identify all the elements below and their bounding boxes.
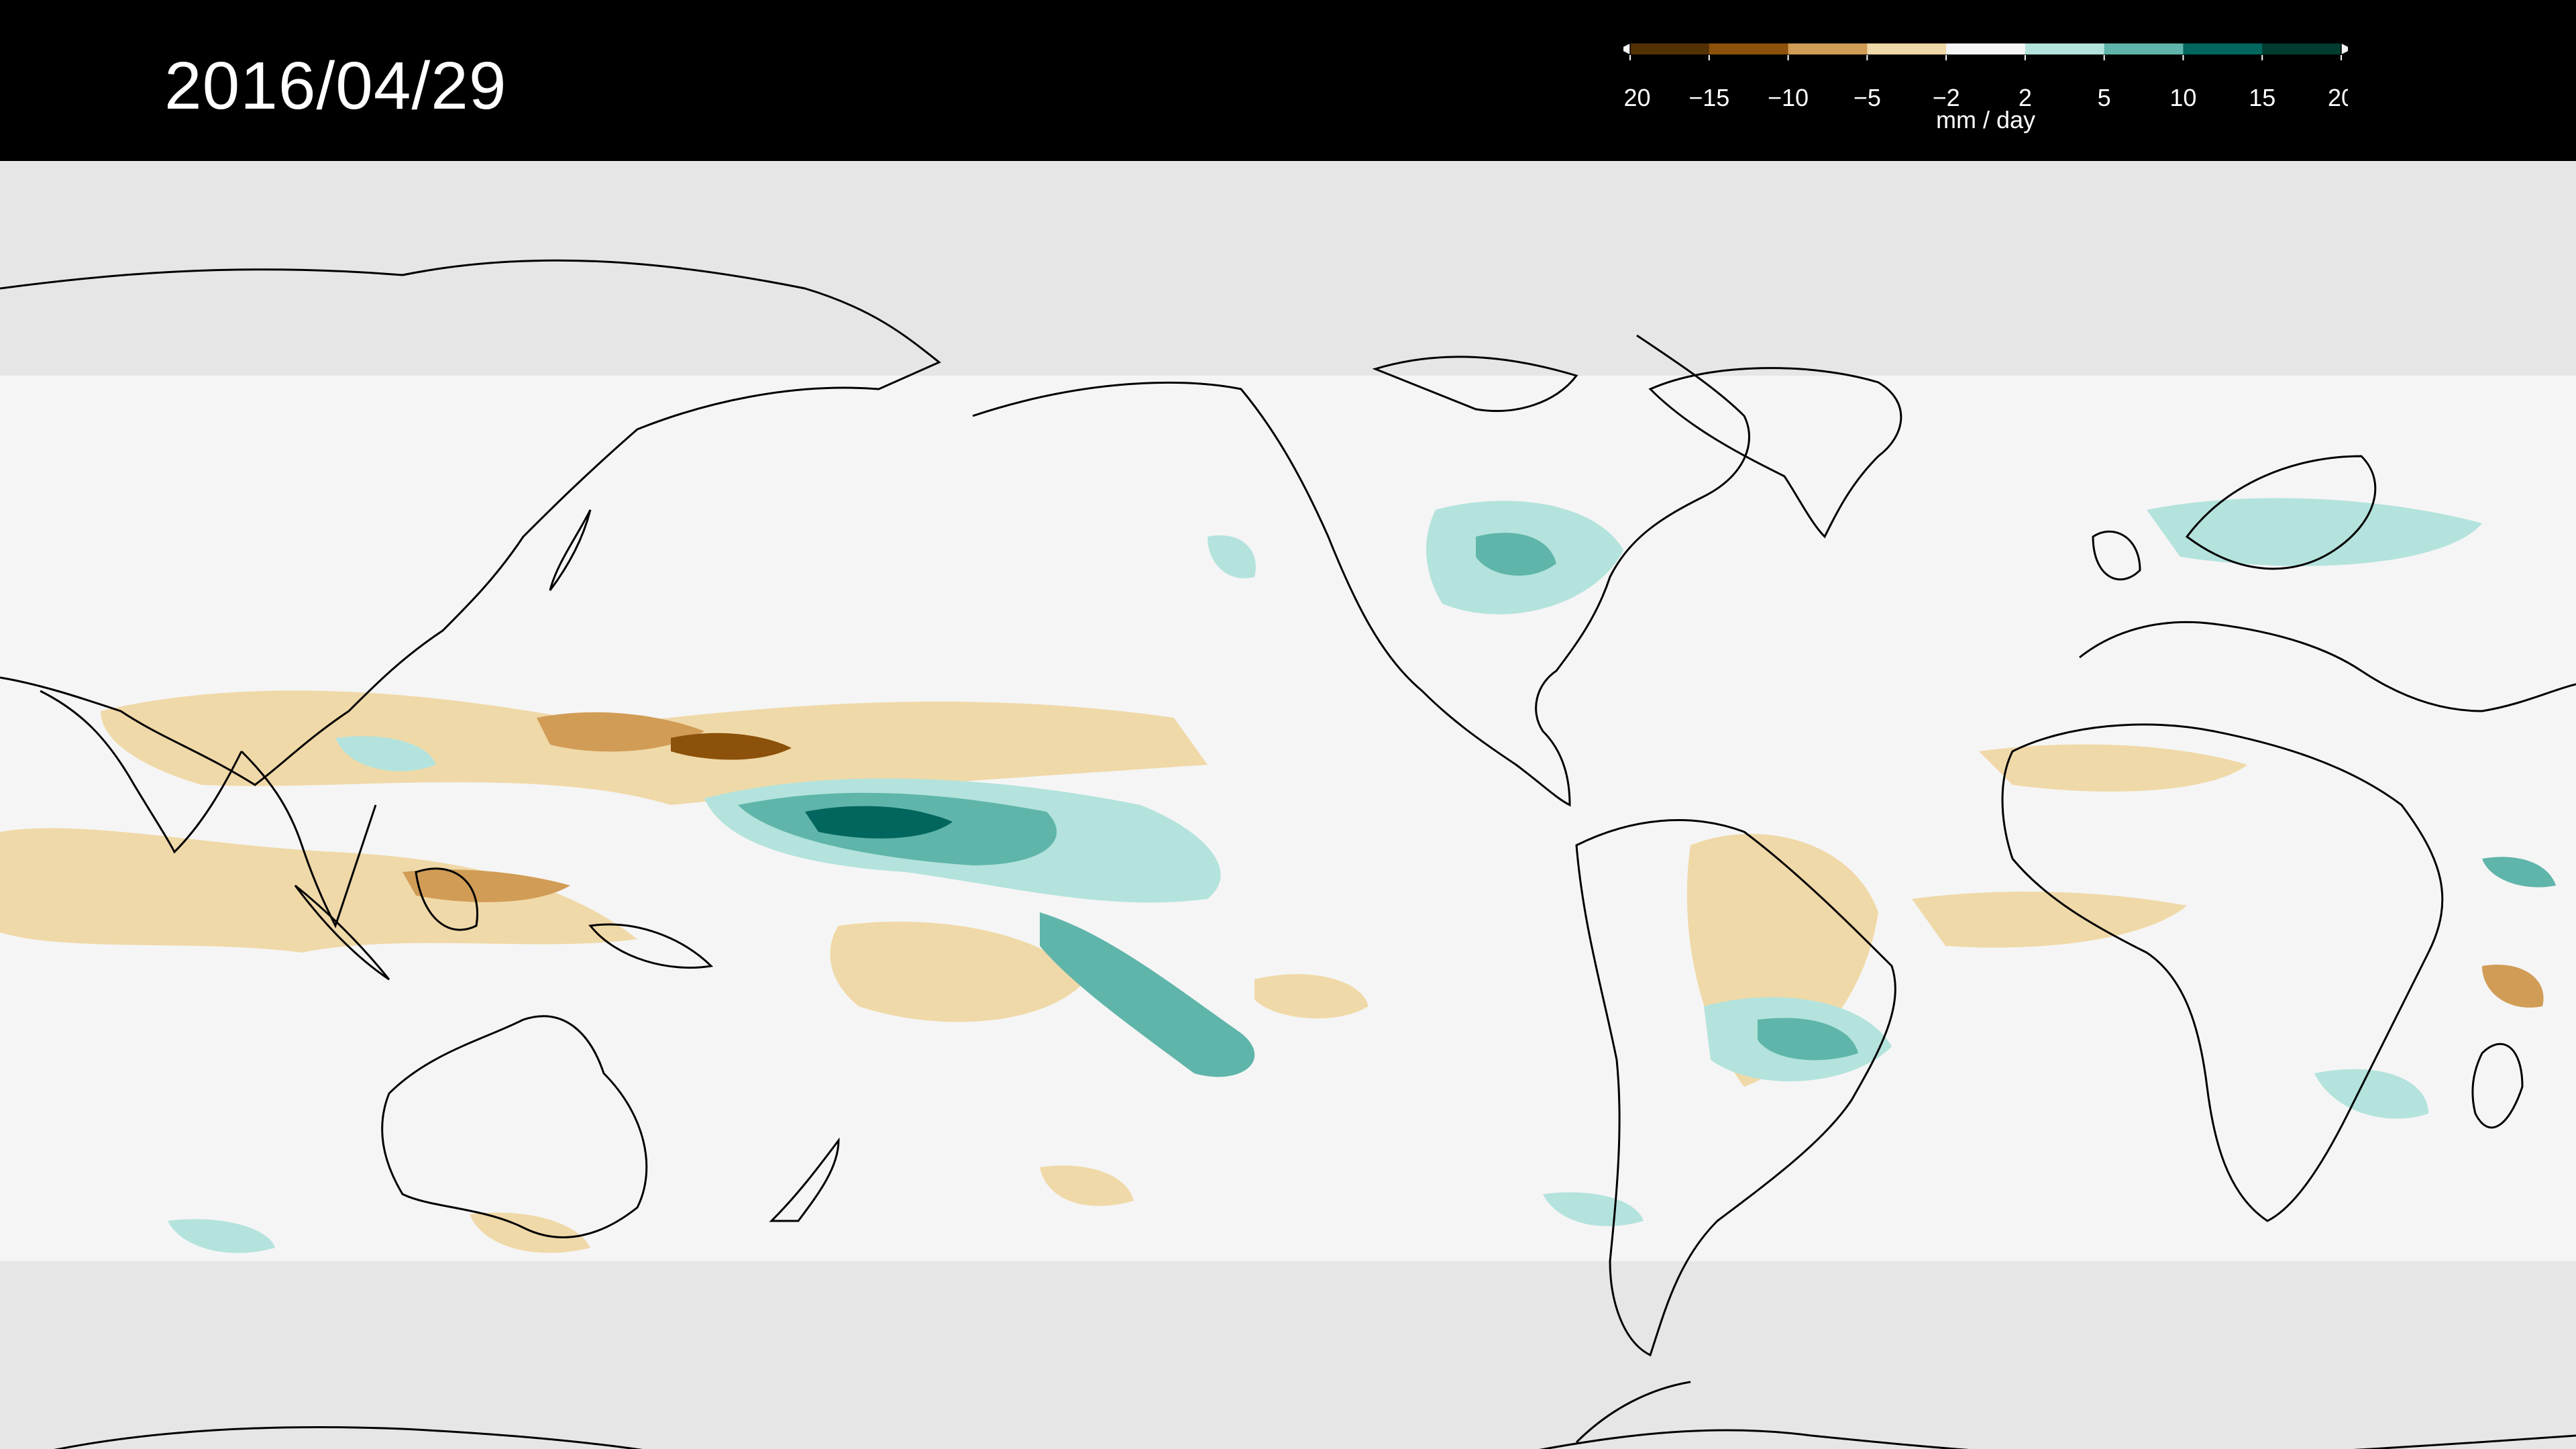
coastline-indochina	[240, 750, 377, 928]
colorbar-swatch	[1630, 43, 1710, 55]
wet-anomaly-patch	[1543, 1192, 1644, 1226]
coastline-eurasia	[0, 259, 941, 786]
coastline-australia	[381, 1015, 648, 1238]
header-bar: 2016/04/29 −20 −15 −10 −5 −2 2 5 10 15 20 mm / da…	[0, 0, 2576, 161]
dry-anomaly-patch	[1254, 974, 1368, 1019]
coastline-madagascar	[2471, 1042, 2524, 1129]
dry-anomaly-patch	[402, 869, 570, 902]
wet-anomaly-patch	[1476, 533, 1556, 576]
dry-anomaly-patch	[671, 733, 792, 760]
precipitation-anomaly-map	[0, 161, 2576, 1449]
colorbar-tick-label: −20	[1623, 84, 1651, 111]
colorbar-swatch	[1788, 43, 1868, 55]
coastline-borneo	[415, 867, 478, 931]
wet-anomaly-patch	[1758, 1018, 1858, 1061]
map-no-data-north	[0, 161, 2576, 376]
anomaly-patches	[0, 498, 2556, 1253]
wet-anomaly-patch	[2147, 498, 2482, 566]
dry-anomaly-patch	[830, 921, 1087, 1022]
coastline-new-zealand	[769, 1137, 840, 1222]
dry-anomaly-patch	[1979, 744, 2247, 792]
coastline-africa	[2001, 723, 2444, 1222]
colorbar-tick-label: −10	[1768, 84, 1809, 111]
colorbar-tick-label: 2	[2019, 84, 2032, 111]
map-no-data-south	[0, 1261, 2576, 1449]
colorbar-tick-label: 20	[2328, 84, 2348, 111]
coastline-antarctic-peninsula	[1575, 1381, 1691, 1444]
wet-anomaly-patch	[805, 806, 953, 839]
coastline-new-guinea	[588, 923, 714, 969]
coastline-antarctica	[54, 1426, 2576, 1449]
colorbar-swatch	[1867, 43, 1947, 55]
dry-anomaly-patch	[2482, 965, 2544, 1008]
coastline-greenland	[1648, 367, 1902, 539]
colorbar-extend-low-arrow	[1623, 43, 1631, 56]
coastline-north-america	[972, 334, 1750, 807]
colorbar-swatch	[1709, 43, 1789, 55]
wet-anomaly-patch	[2314, 1069, 2428, 1119]
wet-anomaly-patch	[1040, 912, 1255, 1077]
dry-anomaly-patch	[537, 712, 704, 752]
wet-anomaly-patch	[1208, 535, 1256, 578]
coastline-canada-arctic	[1372, 356, 1578, 412]
colorbar-tick-labels: −20 −15 −10 −5 −2 2 5 10 15 20	[1623, 55, 2348, 111]
coastlines	[0, 259, 2576, 1449]
colorbar-swatch	[1946, 43, 2026, 55]
dry-anomaly-patch	[470, 1212, 590, 1253]
coastline-british-isles	[2092, 530, 2141, 581]
date-title: 2016/04/29	[164, 48, 507, 123]
colorbar-tick-label: 15	[2249, 84, 2275, 111]
wet-anomaly-patch	[2482, 857, 2556, 888]
colorbar-unit-label: mm / day	[1936, 106, 2035, 133]
colorbar-tick-label: 5	[2098, 84, 2111, 111]
wet-anomaly-patch	[168, 1219, 275, 1253]
colorbar-legend: −20 −15 −10 −5 −2 2 5 10 15 20 mm / day	[1623, 43, 2348, 133]
coastline-europe	[2079, 621, 2576, 712]
colorbar-swatch	[2262, 43, 2342, 55]
coastline-sumatra	[294, 884, 390, 981]
wet-anomaly-patch	[335, 736, 436, 771]
colorbar-swatch	[2025, 43, 2105, 55]
coastline-scandinavia	[2185, 455, 2377, 570]
coastline-japan	[549, 509, 592, 591]
colorbar-swatches	[1629, 43, 2342, 56]
colorbar-swatch	[2104, 43, 2184, 55]
colorbar-tick-label: −5	[1854, 84, 1881, 111]
colorbar-tick-label: 10	[2169, 84, 2196, 111]
colorbar-tick-label: −15	[1688, 84, 1729, 111]
dry-anomaly-patch	[1040, 1165, 1134, 1206]
colorbar-swatch	[2183, 43, 2263, 55]
coastline-india	[40, 690, 243, 854]
dry-anomaly-patch	[1912, 892, 2187, 948]
colorbar-extend-high-arrow	[2341, 43, 2348, 56]
colorbar-tick-label: −2	[1933, 84, 1960, 111]
coastline-south-america	[1575, 819, 1896, 1357]
